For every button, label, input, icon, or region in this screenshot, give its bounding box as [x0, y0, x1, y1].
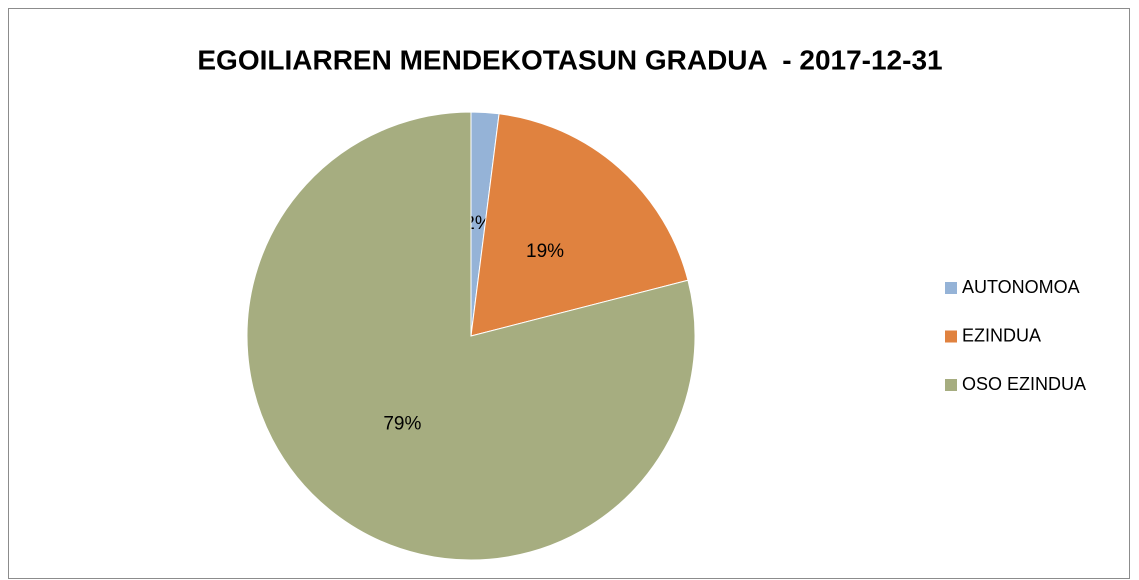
legend-label: EZINDUA	[962, 325, 1041, 345]
chart-title: EGOILIARREN MENDEKOTASUN GRADUA - 2017-1…	[197, 44, 942, 75]
data-label: 79%	[383, 414, 421, 435]
pie-slice	[246, 111, 696, 561]
legend-label: AUTONOMOA	[962, 277, 1080, 297]
legend-swatch	[945, 379, 957, 391]
pie-slice	[470, 113, 689, 337]
legend-label: OSO EZINDUA	[962, 374, 1086, 394]
data-label: 19%	[526, 241, 564, 262]
legend-swatch	[945, 282, 957, 294]
legend-swatch	[945, 330, 957, 343]
